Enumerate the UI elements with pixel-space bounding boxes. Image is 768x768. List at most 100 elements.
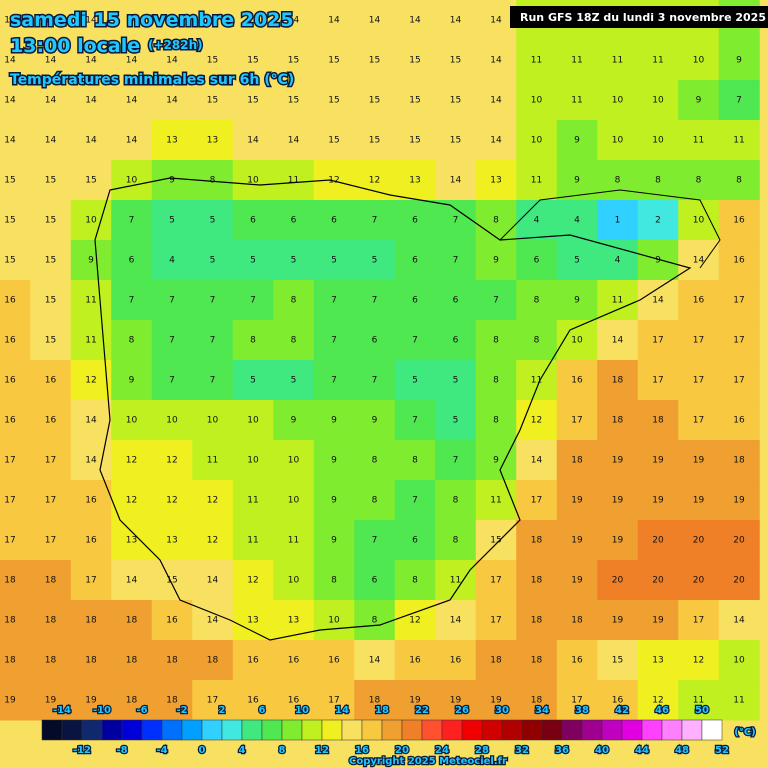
temperature-value: 8 [372,616,378,626]
legend-swatch [161,719,183,741]
temperature-cell [273,40,315,81]
legend-label: 48 [675,745,689,756]
temperature-cell [273,360,315,401]
temperature-cell [151,480,193,521]
temperature-cell [516,160,558,201]
temperature-value: 16 [247,656,259,666]
temperature-value: 1 [615,216,621,226]
temperature-value: 16 [4,416,16,426]
temperature-value: 15 [288,56,299,66]
temperature-cell [678,520,720,561]
temperature-value: 11 [693,136,704,146]
temperature-value: 20 [652,576,664,586]
legend-label: 36 [555,745,569,756]
temperature-value: 19 [693,456,705,466]
temperature-cell [0,480,31,521]
legend-swatch [421,719,443,741]
temperature-cell [30,520,72,561]
temperature-cell [313,240,355,281]
temperature-cell [475,560,517,601]
temperature-cell [273,560,315,601]
temperature-cell [678,160,720,201]
legend-swatch [101,719,123,741]
legend-label: 12 [315,745,329,756]
temperature-value: 17 [4,496,15,506]
temperature-value: 10 [612,136,624,146]
temperature-cell [151,680,193,721]
temperature-cell [273,440,315,481]
legend-label: 26 [455,705,469,716]
temperature-cell [151,320,193,361]
temperature-value: 10 [571,336,583,346]
temperature-cell [475,40,517,81]
temperature-cell [678,680,720,721]
temperature-value: 11 [247,536,258,546]
temperature-cell [273,600,315,641]
legend-label: 46 [655,705,669,716]
temperature-value: 17 [733,296,744,306]
legend-label: 10 [295,705,309,716]
legend-swatch [361,719,383,741]
legend-label: 0 [199,745,206,756]
temperature-cell [232,120,274,161]
temperature-cell [394,480,436,521]
temperature-cell [435,280,477,321]
temperature-value: 11 [571,56,582,66]
temperature-cell [637,560,679,601]
temperature-cell [313,680,355,721]
temperature-cell [111,640,153,681]
temperature-value: 8 [210,176,216,186]
temperature-cell [516,320,558,361]
temperature-cell [313,400,355,441]
temperature-cell [111,80,153,121]
temperature-cell [556,600,598,641]
temperature-value: 19 [85,696,97,706]
temperature-cell [232,600,274,641]
temperature-value: 14 [247,136,259,146]
temperature-cell [354,320,396,361]
temperature-cell [597,400,639,441]
temperature-cell [435,360,477,401]
temperature-cell [637,40,679,81]
temperature-cell [394,360,436,401]
temperature-cell [718,200,760,241]
temperature-value: 10 [733,656,745,666]
temperature-value: 18 [166,656,178,666]
temperature-cell [0,360,31,401]
temperature-cell [70,0,112,41]
legend-label: 2 [219,705,226,716]
coastline [94,177,692,641]
temperature-cell [718,680,760,721]
temperature-value: 16 [733,416,745,426]
temperature-value: 18 [652,416,664,426]
temperature-value: 18 [45,656,57,666]
temperature-cell [192,600,234,641]
temperature-cell [273,120,315,161]
legend-label: -14 [53,705,71,716]
legend-swatch [541,719,563,741]
temperature-value: 17 [733,336,744,346]
temperature-cell [151,360,193,401]
temperature-cell [435,440,477,481]
temperature-cell [475,640,517,681]
temperature-value: 19 [652,496,664,506]
temperature-value: 4 [169,256,175,266]
temperature-value: 20 [652,536,664,546]
temperature-cell [273,400,315,441]
temperature-cell [273,0,315,41]
temperature-value: 8 [453,536,459,546]
temperature-value: 13 [166,136,177,146]
temperature-cell [354,600,396,641]
temperature-value: 12 [369,176,380,186]
temperature-value: 19 [652,456,664,466]
temperature-value: 14 [85,456,97,466]
temperature-cell [70,40,112,81]
temperature-value: 5 [412,376,418,386]
temperature-value: 14 [4,136,16,146]
legend-label: 4 [239,745,246,756]
temperature-cell [111,40,153,81]
legend-label: 14 [335,705,349,716]
legend-label: 32 [515,745,529,756]
temperature-cell [475,440,517,481]
temperature-cell [151,600,193,641]
